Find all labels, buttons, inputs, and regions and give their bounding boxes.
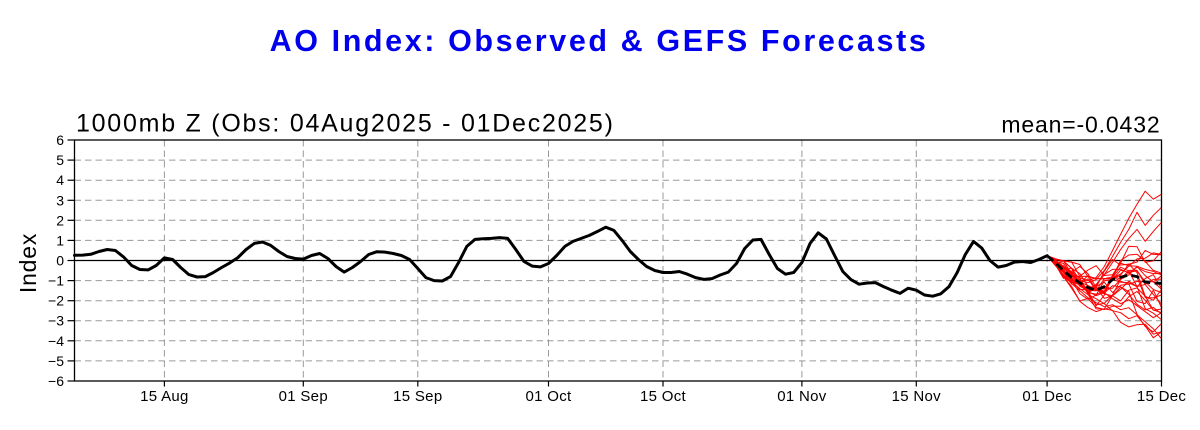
svg-text:15 Aug: 15 Aug (140, 388, 189, 405)
svg-text:−4: −4 (48, 333, 64, 349)
svg-text:−2: −2 (48, 293, 64, 309)
svg-text:15 Dec: 15 Dec (1137, 388, 1187, 405)
svg-text:01 Sep: 01 Sep (279, 388, 328, 405)
svg-text:01 Oct: 01 Oct (526, 388, 573, 405)
svg-text:01 Dec: 01 Dec (1022, 388, 1072, 405)
svg-text:4: 4 (56, 172, 64, 188)
svg-text:Index: Index (15, 233, 41, 293)
svg-text:1000mb Z (Obs: 04Aug2025 - 01D: 1000mb Z (Obs: 04Aug2025 - 01Dec2025) (76, 110, 615, 138)
svg-text:0: 0 (56, 253, 64, 269)
svg-text:01 Nov: 01 Nov (777, 388, 827, 405)
svg-text:AO Index: Observed & GEFS Fore: AO Index: Observed & GEFS Forecasts (270, 24, 929, 58)
svg-text:15 Nov: 15 Nov (892, 388, 942, 405)
svg-text:3: 3 (56, 192, 64, 208)
svg-text:mean=-0.0432: mean=-0.0432 (1001, 111, 1160, 137)
svg-text:−6: −6 (48, 373, 64, 389)
svg-text:6: 6 (56, 132, 64, 148)
svg-text:1: 1 (56, 232, 64, 248)
svg-text:5: 5 (56, 152, 64, 168)
svg-text:15 Oct: 15 Oct (640, 388, 687, 405)
svg-text:−5: −5 (48, 353, 64, 369)
svg-text:15 Sep: 15 Sep (393, 388, 442, 405)
svg-text:2: 2 (56, 212, 64, 228)
svg-text:−1: −1 (48, 273, 64, 289)
svg-text:−3: −3 (48, 313, 64, 329)
